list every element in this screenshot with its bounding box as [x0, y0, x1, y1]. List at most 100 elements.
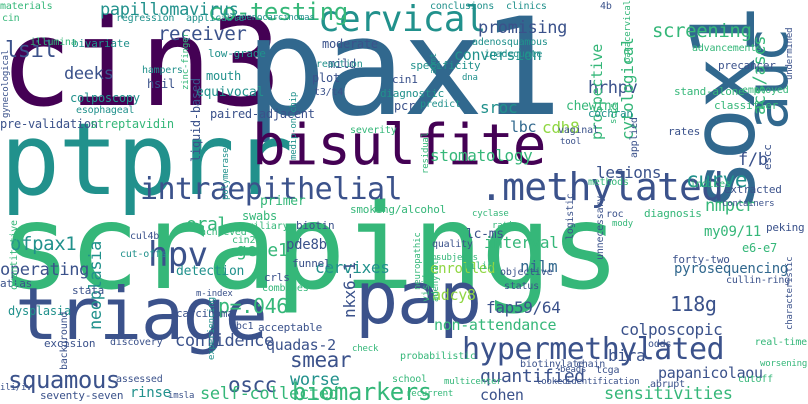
cloud-word: f/b [738, 150, 768, 170]
cloud-word: peking [766, 221, 805, 234]
cloud-word: sroc [480, 98, 518, 117]
cloud-word: dna [462, 73, 478, 83]
cloud-word: diagnostic [380, 87, 445, 100]
cloud-word: gynecological [1, 49, 11, 118]
cloud-word: polymerase [221, 147, 231, 200]
cloud-word: confidence [175, 331, 274, 351]
cloud-word: bisulfite [252, 113, 546, 178]
cloud-word: auxiliary [236, 221, 289, 232]
cloud-word: lbc [510, 118, 537, 136]
cloud-word: t3/t4 [314, 87, 344, 98]
cloud-word: looked [536, 377, 568, 387]
cloud-word: curve [686, 168, 748, 192]
cloud-word: stand-alone [674, 85, 745, 98]
cloud-word: precancer [718, 59, 776, 72]
cloud-word: smoking/alcohol [350, 203, 447, 216]
cloud-word: squamous [8, 366, 120, 394]
cloud-word: rinse [130, 385, 171, 401]
cloud-word: pax1 [245, 0, 562, 146]
cloud-word: logistic [565, 193, 576, 240]
cloud-word: plot [312, 71, 340, 85]
cloud-word: pap [355, 256, 482, 340]
cloud-word: applicable [186, 13, 245, 24]
cloud-word: forty-two [672, 253, 730, 266]
cloud-word: streptavidin [90, 117, 174, 131]
cloud-word: cyclase [472, 209, 509, 219]
cloud-word: extracted [724, 183, 782, 196]
cloud-word: ofpax1 [10, 233, 77, 255]
cloud-word: tool [560, 137, 581, 147]
cloud-word: pyrosequencing [674, 261, 789, 277]
cloud-word: adenocarcinomas [236, 13, 315, 23]
cloud-word: imsla [168, 391, 195, 401]
cloud-word: applied [629, 117, 640, 158]
cloud-word: screening [652, 20, 752, 42]
cloud-word: recurrent [406, 389, 454, 399]
cloud-word: adenylate [431, 254, 441, 302]
cloud-word: tcga [596, 365, 620, 376]
cloud-word: abrupt [650, 379, 685, 390]
cloud-word: non-attendance [434, 316, 557, 334]
cloud-word: cervical [318, 0, 486, 40]
cloud-word: adenosquamous [472, 37, 548, 48]
cloud-word: biotinylate [520, 359, 585, 370]
cloud-word: stata [72, 284, 105, 297]
cloud-word: real-time [754, 337, 808, 348]
cloud-word: fap59/64 [486, 298, 561, 317]
cloud-word: subjects [436, 253, 478, 263]
cloud-word: excision [44, 337, 96, 350]
cloud-word: my09/11 [704, 224, 762, 240]
cloud-word: dbc1 [230, 321, 254, 332]
cloud-word: check [352, 344, 379, 354]
cloud-word: chain [576, 359, 606, 370]
cloud-word: clinics [506, 1, 547, 12]
cloud-word: tiling [464, 261, 499, 272]
cloud-word: lsil [5, 38, 57, 63]
cloud-word: oral [186, 214, 228, 235]
cloud-word: advancements [692, 43, 762, 54]
cloud-word: objective [500, 267, 553, 278]
cloud-word: pcr [394, 99, 415, 113]
cloud-word: cul4b [130, 231, 160, 242]
cloud-word: roc [606, 209, 624, 220]
cloud-word: m-index [196, 289, 233, 299]
cloud-word: combines [262, 283, 309, 294]
cloud-word: specificity [410, 59, 481, 72]
cloud-word: smear [290, 348, 352, 372]
cloud-word: methods [588, 177, 629, 188]
cloud-word: chewing [566, 99, 619, 114]
cloud-word: mouth [206, 69, 241, 83]
cloud-word: hypermethylated [462, 332, 725, 367]
cloud-word: 118g [670, 292, 717, 316]
cloud-word: cohen [480, 386, 524, 404]
cloud-word: carcinoma [176, 307, 234, 320]
cloud-word: intraepithelial [140, 172, 403, 207]
cloud-word: papillomavirus [100, 0, 239, 20]
cloud-word: gene1 [236, 240, 289, 261]
cloud-word: acceptable [258, 321, 323, 334]
cloud-word: indices [690, 179, 731, 190]
cloud-word: lesions [596, 163, 662, 182]
cloud-word: 4b [600, 1, 612, 12]
cloud-word: regression [116, 13, 175, 24]
cloud-word: low-grade [208, 47, 266, 60]
cloud-word: predict [420, 99, 461, 110]
cloud-word: quantified [480, 366, 585, 387]
cloud-word: background [59, 311, 70, 370]
cloud-word: deeks [64, 64, 114, 84]
cloud-word: cervixes [315, 258, 390, 277]
cloud-word: lc-ms [466, 227, 504, 242]
cloud-word: employed [742, 85, 789, 96]
cloud-word: bira [608, 346, 646, 365]
cloud-word: seventy-seven [40, 389, 124, 402]
cloud-word: moderate [322, 37, 378, 51]
cloud-word: triage [15, 272, 268, 356]
cloud-word: characteristic [785, 256, 795, 330]
cloud-word: enrolled [430, 261, 496, 277]
cloud-word: probabilistic [400, 351, 476, 362]
cloud-word: ptprr [0, 101, 293, 218]
cloud-word: hampers [142, 65, 183, 76]
cloud-word: inadequate [484, 49, 543, 60]
cloud-word: oscc [228, 373, 277, 397]
